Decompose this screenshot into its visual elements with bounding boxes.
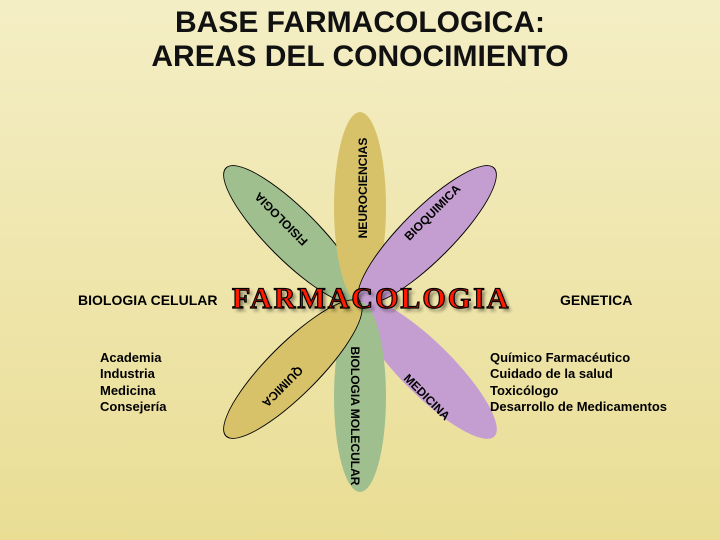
left-box-line: Medicina [100, 383, 166, 399]
right-box-line: Toxicólogo [490, 383, 667, 399]
left-box-line: Academia [100, 350, 166, 366]
label-biologia-celular: BIOLOGIA CELULAR [78, 292, 217, 308]
petal-label-biologia-molecular: BIOLOGIA MOLECULAR [348, 347, 362, 486]
center-word-farmacologia: FARMACOLOGIA [232, 282, 510, 316]
left-box-line: Consejería [100, 399, 166, 415]
petal-label-neurociencias: NEUROCIENCIAS [356, 138, 370, 239]
right-box-line: Desarrollo de Medicamentos [490, 399, 667, 415]
title-line-1: BASE FARMACOLOGICA: [0, 6, 720, 40]
left-text-box: Academia Industria Medicina Consejería [100, 350, 166, 415]
title-line-2: AREAS DEL CONOCIMIENTO [0, 40, 720, 74]
right-box-line: Cuidado de la salud [490, 366, 667, 382]
right-text-box: Químico Farmacéutico Cuidado de la salud… [490, 350, 667, 415]
label-genetica: GENETICA [560, 292, 632, 308]
page-title: BASE FARMACOLOGICA: AREAS DEL CONOCIMIEN… [0, 6, 720, 73]
left-box-line: Industria [100, 366, 166, 382]
right-box-line: Químico Farmacéutico [490, 350, 667, 366]
